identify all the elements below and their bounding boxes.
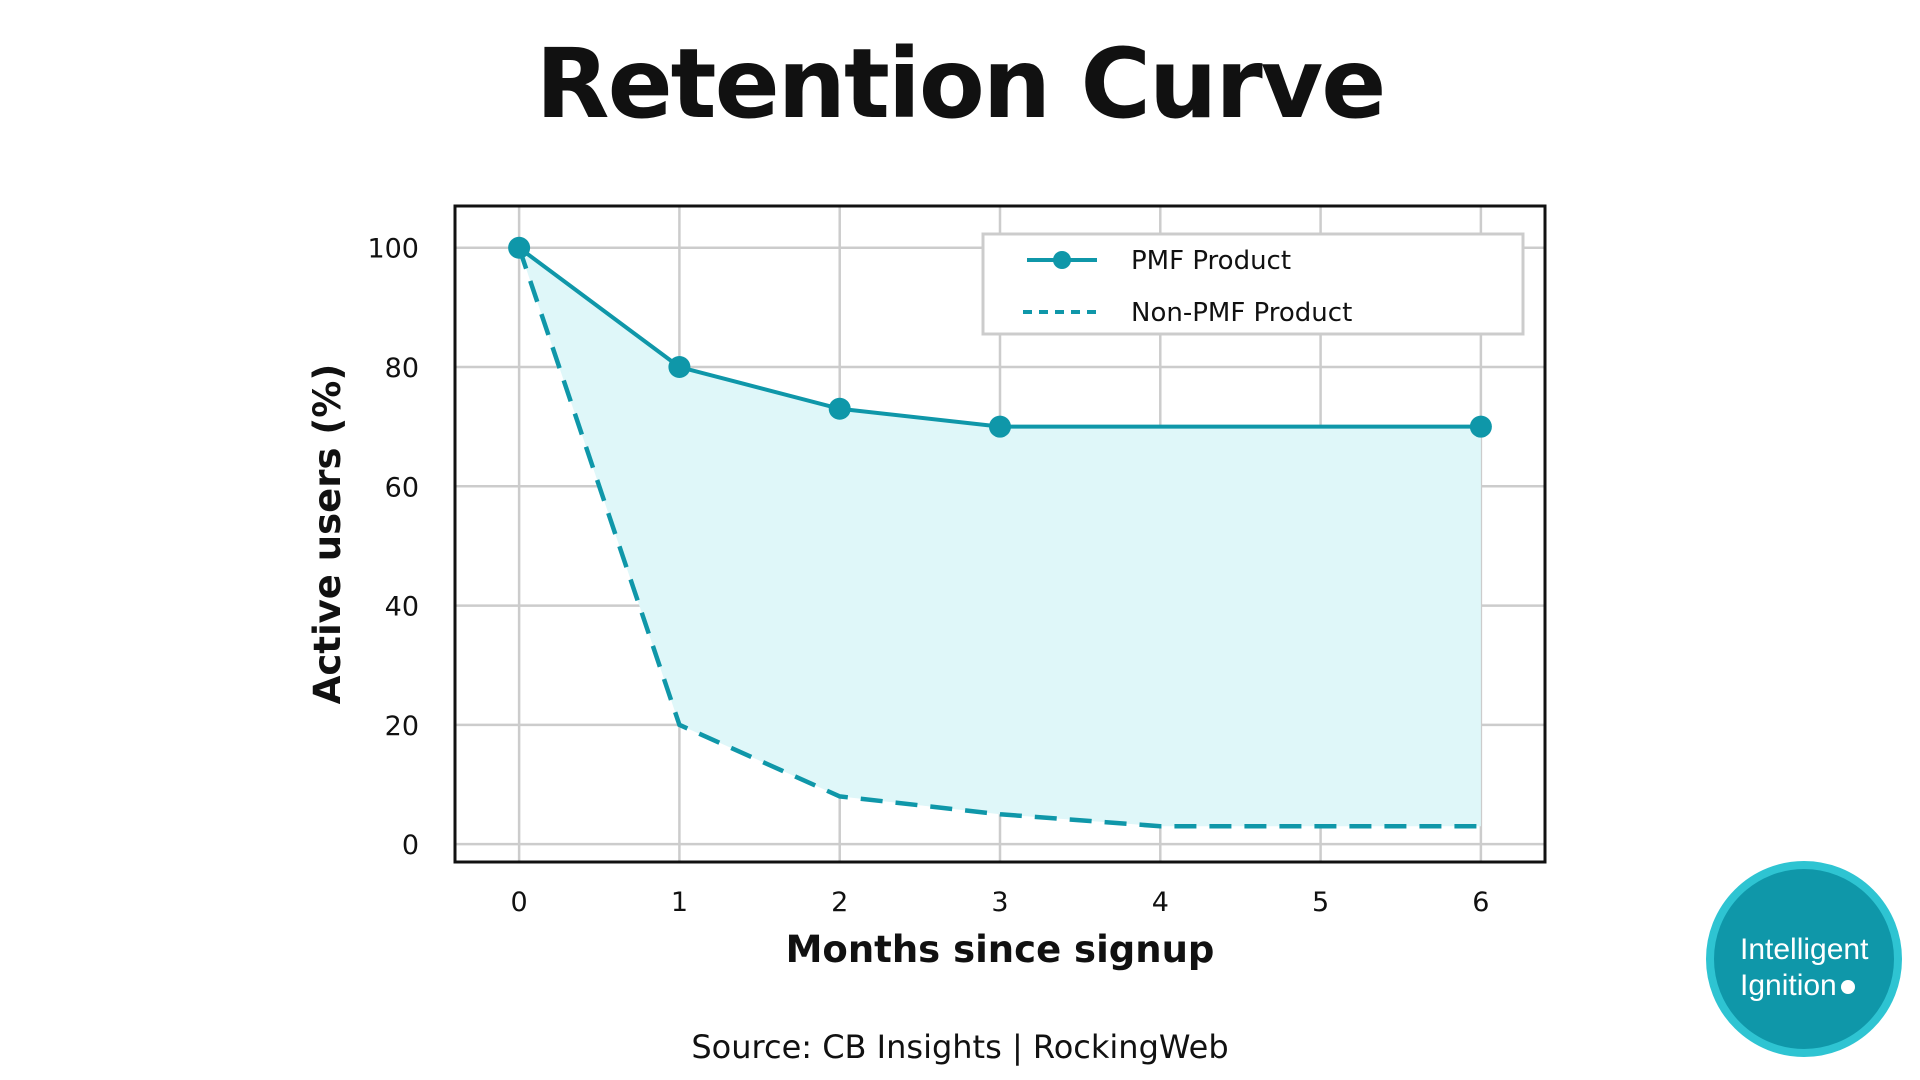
marker-pmf-month-0: [508, 236, 531, 259]
y-tick-label-4: 80: [385, 353, 419, 384]
y-tick-label-5: 100: [367, 234, 419, 265]
marker-pmf-month-1: [668, 356, 691, 379]
y-tick-label-0: 0: [402, 830, 419, 861]
source-note: Source: CB Insights | RockingWeb: [691, 1028, 1229, 1066]
x-tick-label-4: 4: [1152, 887, 1169, 918]
series-line-non-pmf-product: [516, 247, 1481, 829]
legend-box: [981, 232, 1525, 336]
y-tick-label-3: 60: [385, 472, 419, 503]
x-tick-label-5: 5: [1312, 887, 1329, 918]
brand-line-2: Ignition: [1740, 969, 1855, 1003]
marker-pmf-month-6: [1469, 415, 1492, 438]
legend-label-pmf-product: PMF Product: [1131, 246, 1291, 276]
plot-frame: [453, 204, 1547, 864]
x-tick-label-2: 2: [831, 887, 848, 918]
brand-line-1: Intelligent: [1740, 933, 1869, 966]
legend-label-non-pmf-product: Non-PMF Product: [1131, 298, 1352, 328]
legend: PMF Product Non-PMF Product: [981, 232, 1525, 336]
series-markers: [508, 236, 1492, 438]
y-tick-label-2: 40: [385, 592, 419, 623]
chart-title: Retention Curve: [535, 28, 1387, 140]
legend-marker-pmf-product: [1053, 251, 1071, 269]
retention-gap-fill: [519, 247, 1481, 827]
x-axis-label: Months since signup: [786, 928, 1215, 971]
y-tick-label-1: 20: [385, 711, 419, 742]
marker-pmf-month-2: [828, 397, 851, 420]
x-tick-label-3: 3: [991, 887, 1008, 918]
y-axis-label: Active users (%): [306, 364, 349, 705]
x-tick-label-1: 1: [671, 887, 688, 918]
brand-dot-icon: [1840, 980, 1855, 995]
brand-logo: Intelligent Ignition: [1706, 861, 1902, 1057]
x-tick-label-0: 0: [511, 887, 528, 918]
brand-line-2-text: Ignition: [1740, 969, 1837, 1002]
x-tick-label-6: 6: [1472, 887, 1489, 918]
marker-pmf-month-3: [989, 415, 1011, 438]
